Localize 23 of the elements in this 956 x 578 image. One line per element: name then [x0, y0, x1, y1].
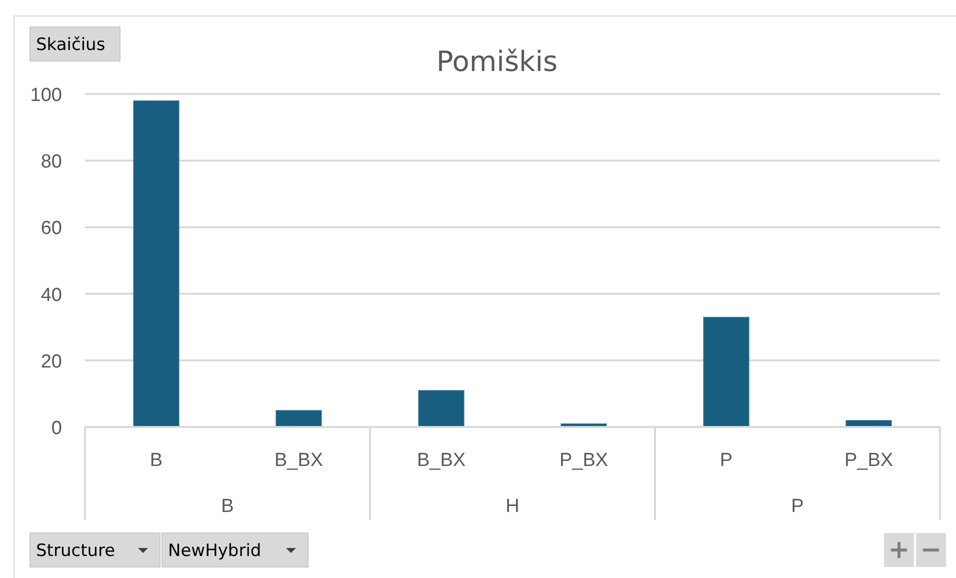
text: H — [506, 496, 520, 517]
y-axis-title: Skaičius — [36, 35, 106, 55]
y-tick-label: 60 — [40, 218, 62, 240]
x-tick-label: P_BX — [559, 450, 608, 471]
text: NewHybrid — [168, 541, 262, 561]
text: B — [221, 496, 234, 517]
x-tick-label: B_BX — [274, 450, 324, 471]
bar — [276, 410, 322, 428]
text: Structure — [36, 541, 116, 561]
y-tick-label: 20 — [40, 351, 62, 372]
x-tick-label: P — [720, 450, 733, 471]
text: P — [791, 496, 804, 517]
x-tick-label: B — [150, 450, 163, 471]
y-tick-label: 100 — [30, 85, 62, 106]
x-tick-label: P_BX — [844, 450, 894, 471]
bar — [703, 316, 750, 428]
chart-title: Pomiškis — [436, 45, 558, 78]
y-tick-label: 0 — [51, 418, 62, 439]
bar — [418, 390, 464, 428]
y-tick-label: 80 — [40, 152, 62, 173]
bar — [133, 100, 180, 428]
y-tick-label: 40 — [40, 284, 62, 306]
x-tick-label: B_BX — [416, 450, 466, 471]
